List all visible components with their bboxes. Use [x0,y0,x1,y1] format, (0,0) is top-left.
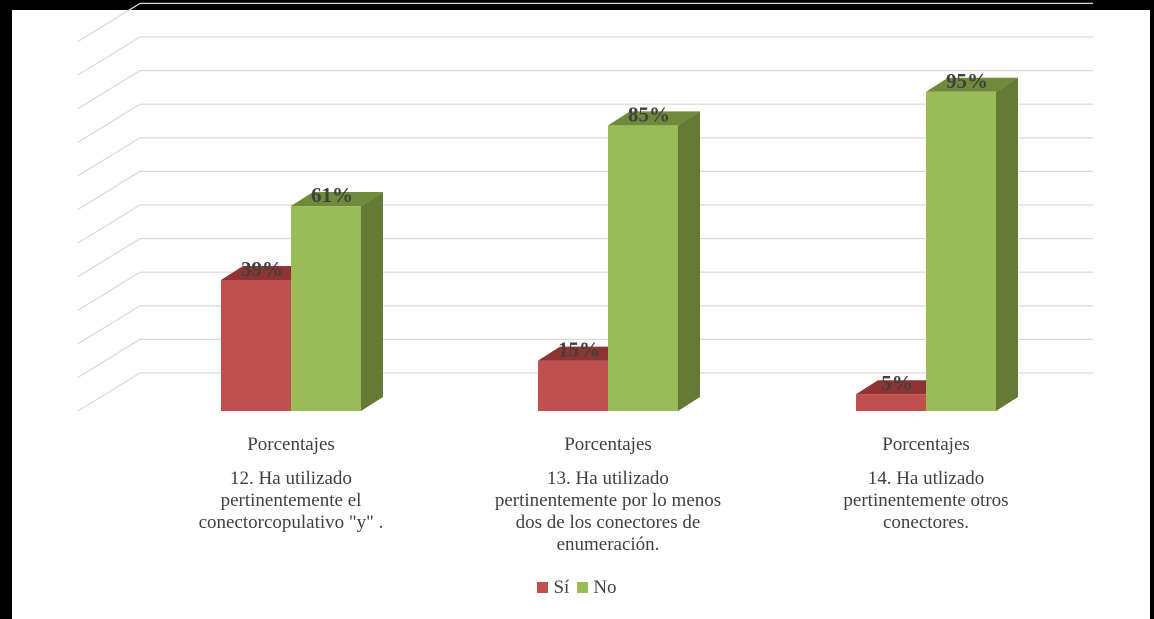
bar-no-2-top [608,111,700,126]
legend-item: No [577,577,617,599]
gridline-diagonal [77,137,141,177]
bar-si-2 [538,360,608,411]
gridline-diagonal [77,36,141,76]
gridline-diagonal [77,271,141,311]
bar-si-3 [856,394,926,411]
bar-no-1-top [291,192,383,207]
data-label: 85% [628,102,670,126]
gridline-diagonal [77,204,141,244]
bar-no-3-top [926,77,1018,92]
gridline-diagonal [77,103,141,143]
gridline-diagonal [77,305,141,345]
category-group-label: Porcentajes [882,434,970,455]
legend: Sí No [0,577,1154,599]
legend-label: Sí [553,577,570,598]
category-group-label: Porcentajes [564,434,652,455]
gridline-diagonal [77,338,141,378]
category-label: 14. Ha utlizado pertinentemente otros co… [843,468,1009,533]
gridline-diagonal [77,70,141,110]
bar-si-1-top [221,265,313,280]
data-label: 61% [311,183,353,207]
gridline-diagonal [77,170,141,210]
legend-swatch [537,582,549,593]
gridline-diagonal [77,238,141,278]
bar-no-1 [291,206,361,411]
bar-no-3-side [996,77,1018,412]
data-label: 15% [558,338,600,362]
legend-item: Sí [537,577,569,599]
bar-no-2-side [678,111,700,412]
bar-si-1 [221,279,291,411]
bar-no-3 [926,91,996,412]
bar-no-2 [608,125,678,412]
data-label: 95% [946,69,988,93]
gridline-diagonal [77,2,141,42]
category-group-label: Porcentajes [247,434,335,455]
category-label: 12. Ha utilizado pertinentemente el cone… [198,468,384,533]
data-label: 39% [241,257,283,281]
bar-si-2-top [538,346,630,361]
bar-no-1-side [361,192,383,411]
data-label: 5% [881,371,913,395]
gridline-diagonal [77,372,141,412]
legend-label: No [593,577,617,598]
category-label: 13. Ha utilizado pertinentemente por lo … [494,468,722,555]
legend-swatch [577,582,589,593]
bar-si-3-top [856,380,948,395]
